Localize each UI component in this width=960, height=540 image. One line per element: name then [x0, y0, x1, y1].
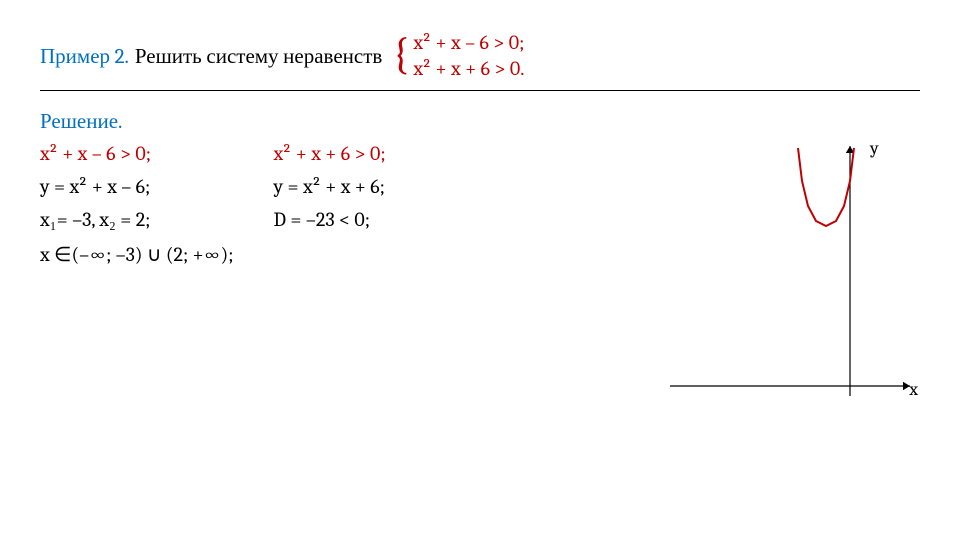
right-discriminant: D = –23 < 0;: [274, 208, 386, 231]
chart-svg: [650, 136, 920, 426]
left-function: y = x² + x – 6;: [40, 175, 234, 198]
system-brace: {: [392, 32, 409, 76]
left-column: x² + x – 6 > 0; y = x² + x – 6; x₁= –3, …: [40, 142, 234, 266]
solution-title: Решение.: [40, 109, 920, 134]
example-label: Пример 2.: [40, 44, 129, 69]
problem-text: Решить систему неравенств: [135, 44, 382, 69]
y-axis-label: y: [870, 138, 879, 159]
right-column: x² + x + 6 > 0; y = x² + x + 6; D = –23 …: [274, 142, 386, 231]
left-inequality: x² + x – 6 > 0;: [40, 142, 234, 165]
problem-header: Пример 2. Решить систему неравенств { x²…: [40, 30, 920, 88]
left-interval: x ∈(–∞; –3) ∪ (2; +∞);: [40, 242, 234, 266]
x-axis-label: x: [909, 379, 918, 400]
right-function: y = x² + x + 6;: [274, 175, 386, 198]
parabola-chart: y x: [650, 136, 920, 426]
system-line-2: x² + x + 6 > 0.: [413, 56, 524, 82]
system-line-1: x² + x – 6 > 0;: [413, 30, 524, 56]
divider-line: [40, 90, 920, 91]
inequality-system: x² + x – 6 > 0; x² + x + 6 > 0.: [413, 30, 524, 82]
left-roots: x₁= –3, x₂ = 2;: [40, 208, 234, 232]
right-inequality: x² + x + 6 > 0;: [274, 142, 386, 165]
